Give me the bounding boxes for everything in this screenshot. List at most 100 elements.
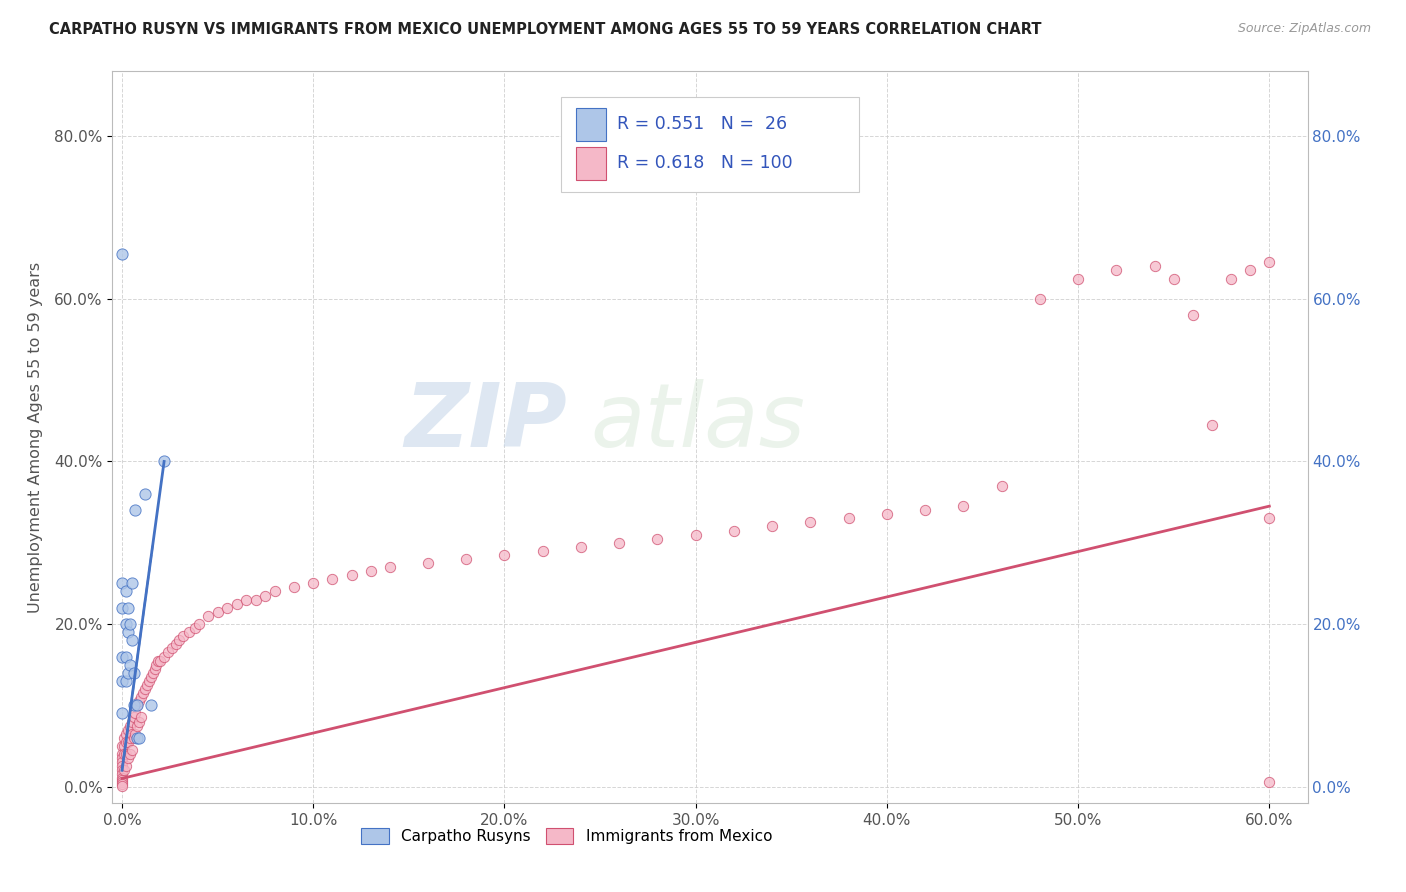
Point — [1201, 417, 1223, 432]
Y-axis label: Unemployment Among Ages 55 to 59 years: Unemployment Among Ages 55 to 59 years — [28, 261, 44, 613]
Point — [207, 605, 229, 619]
Point — [111, 764, 134, 778]
Point — [112, 764, 135, 778]
Point — [569, 540, 592, 554]
Point — [111, 649, 134, 664]
Point — [127, 698, 149, 713]
Point — [145, 657, 167, 672]
Point — [111, 759, 134, 773]
Point — [122, 710, 145, 724]
Point — [132, 686, 155, 700]
Point — [122, 731, 145, 745]
Point — [118, 657, 141, 672]
Point — [127, 731, 149, 745]
Point — [118, 617, 141, 632]
Point — [761, 519, 783, 533]
Point — [112, 731, 135, 745]
Point — [111, 767, 134, 781]
Point — [1163, 271, 1185, 285]
Point — [118, 718, 141, 732]
Point — [1067, 271, 1090, 285]
Point — [177, 625, 200, 640]
Point — [456, 552, 478, 566]
Point — [142, 665, 165, 680]
Point — [1258, 511, 1281, 525]
Point — [148, 654, 170, 668]
Point — [302, 576, 325, 591]
Point — [1105, 263, 1128, 277]
Text: atlas: atlas — [591, 379, 806, 466]
Point — [134, 487, 156, 501]
FancyBboxPatch shape — [561, 97, 859, 192]
Bar — [576, 146, 606, 179]
Point — [111, 775, 134, 789]
Point — [115, 759, 138, 773]
Point — [127, 718, 149, 732]
Point — [111, 600, 134, 615]
Point — [121, 633, 143, 648]
Point — [340, 568, 363, 582]
Point — [876, 508, 898, 522]
Point — [1220, 271, 1243, 285]
Text: R = 0.551   N =  26: R = 0.551 N = 26 — [617, 115, 787, 133]
Point — [245, 592, 267, 607]
Point — [172, 629, 194, 643]
Point — [156, 645, 179, 659]
Point — [117, 751, 139, 765]
Point — [838, 511, 860, 525]
Text: Source: ZipAtlas.com: Source: ZipAtlas.com — [1237, 22, 1371, 36]
Text: R = 0.618   N = 100: R = 0.618 N = 100 — [617, 153, 793, 172]
Point — [183, 621, 205, 635]
Point — [235, 592, 257, 607]
Point — [129, 690, 152, 705]
Point — [124, 727, 146, 741]
Point — [111, 779, 134, 793]
Point — [111, 772, 134, 786]
Point — [1258, 775, 1281, 789]
Point — [111, 739, 134, 753]
Point — [135, 678, 157, 692]
Point — [118, 731, 141, 745]
Point — [360, 564, 382, 578]
Point — [169, 633, 191, 648]
Point — [111, 706, 134, 721]
Point — [115, 747, 138, 761]
Point — [149, 654, 172, 668]
Point — [111, 772, 134, 787]
Point — [111, 777, 134, 791]
Point — [117, 723, 139, 737]
Point — [321, 572, 343, 586]
Point — [121, 727, 143, 741]
Point — [607, 535, 630, 549]
Point — [160, 641, 183, 656]
Point — [254, 589, 277, 603]
Point — [111, 755, 134, 769]
Legend: Carpatho Rusyns, Immigrants from Mexico: Carpatho Rusyns, Immigrants from Mexico — [356, 822, 778, 850]
Point — [165, 637, 187, 651]
Point — [264, 584, 287, 599]
Point — [647, 532, 669, 546]
Point — [1143, 260, 1166, 274]
Point — [952, 499, 974, 513]
Point — [138, 673, 160, 688]
Point — [990, 479, 1012, 493]
Point — [153, 649, 176, 664]
Point — [112, 739, 135, 753]
Point — [1029, 292, 1052, 306]
Point — [121, 743, 143, 757]
Point — [494, 548, 516, 562]
Point — [111, 747, 134, 761]
Point — [799, 516, 821, 530]
Point — [378, 560, 401, 574]
Point — [685, 527, 707, 541]
Point — [139, 670, 162, 684]
Point — [127, 698, 149, 713]
Point — [115, 673, 138, 688]
Point — [121, 714, 143, 729]
Point — [128, 694, 150, 708]
Point — [111, 673, 134, 688]
Point — [128, 714, 150, 729]
Point — [111, 247, 134, 261]
Point — [139, 698, 162, 713]
Point — [115, 649, 138, 664]
